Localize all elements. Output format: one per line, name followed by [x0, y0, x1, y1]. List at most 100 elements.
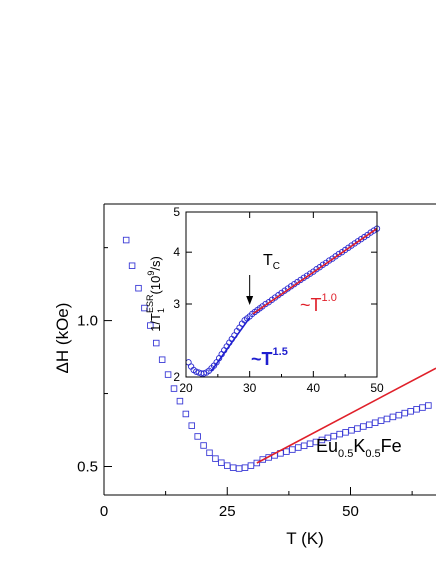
- main-data-point: [200, 442, 207, 449]
- inset-plot: 20 30 40 50 2 3 4 5 1/T1ESR(109/s) TC ~T1.0 ~T…: [145, 205, 384, 395]
- inset-x-ticks: 20 30 40 50: [179, 212, 384, 395]
- main-data-point: [182, 410, 190, 418]
- main-data-point: [218, 459, 225, 466]
- blue-power-law-base: ~T: [251, 349, 273, 369]
- main-data-point: [306, 440, 314, 447]
- sample-label-eu: Eu: [316, 436, 338, 456]
- sample-label-sub2: 0.5: [365, 448, 380, 460]
- main-data-markers: [122, 236, 432, 472]
- tc-label-sub: C: [273, 261, 280, 272]
- y-axis-label: ΔH (kOe): [53, 303, 72, 374]
- inset-data-point: [357, 236, 365, 243]
- main-data-point: [289, 446, 296, 453]
- inset-ylabel-sup: ESR: [145, 294, 155, 313]
- main-x-tick-label: 25: [219, 503, 236, 520]
- main-data-point: [135, 284, 142, 292]
- inset-ylabel-sub: 1: [156, 308, 166, 313]
- inset-y-tick-label: 3: [173, 297, 180, 311]
- tc-arrow-head: [246, 296, 254, 305]
- inset-ylabel-pre: 1/T: [148, 313, 163, 332]
- inset-y-tick-label: 4: [173, 245, 180, 259]
- main-data-point: [342, 429, 349, 436]
- main-x-tick-label: 0: [100, 503, 108, 520]
- main-x-tick-label: 50: [342, 503, 359, 520]
- main-data-point: [365, 421, 373, 429]
- main-data-point: [294, 444, 302, 451]
- red-power-law-base: ~T: [300, 295, 322, 315]
- main-data-point: [176, 397, 184, 405]
- inset-data-point: [348, 242, 355, 249]
- main-data-point: [348, 427, 355, 434]
- main-data-point: [407, 408, 414, 415]
- blue-power-law-exp: 1.5: [273, 346, 288, 358]
- inset-y-ticks: 2 3 4 5: [173, 205, 377, 384]
- inset-data-point: [335, 250, 342, 258]
- tc-arrow: [246, 275, 254, 305]
- inset-y-tick-label: 5: [173, 205, 180, 219]
- main-data-point: [235, 465, 243, 472]
- main-data-point: [419, 404, 426, 411]
- main-data-point: [395, 411, 403, 419]
- inset-fit-red-line: [252, 227, 378, 315]
- main-y-ticks: 0.5 1.0: [77, 247, 112, 476]
- blue-power-law-label: ~T1.5: [251, 346, 288, 369]
- main-data-point: [206, 449, 213, 457]
- main-data-point: [170, 385, 178, 392]
- inset-x-tick-label: 20: [179, 381, 193, 395]
- main-y-tick-label: 0.5: [77, 459, 98, 476]
- inset-y-tick-label: 2: [173, 370, 180, 384]
- tc-label-t: T: [263, 252, 273, 269]
- sample-label: Eu0.5K0.5Fe: [316, 436, 402, 460]
- main-data-point: [122, 236, 130, 244]
- main-fit-line: [256, 367, 436, 464]
- inset-y-axis-label: 1/T1ESR(109/s): [145, 256, 166, 332]
- main-data-point: [425, 402, 432, 409]
- inset-data-point: [351, 240, 358, 247]
- inset-fit-blue-line: [210, 317, 251, 372]
- inset-x-tick-label: 40: [307, 381, 321, 395]
- red-power-law-label: ~T1.0: [300, 292, 337, 315]
- main-data-point: [253, 459, 261, 467]
- inset-x-tick-label: 30: [243, 381, 257, 395]
- inset-data-point: [345, 244, 352, 251]
- sample-label-fe: Fe: [381, 436, 402, 456]
- inset-ylabel-post: (10: [148, 276, 163, 295]
- inset-ylabel-pow: 9: [146, 271, 156, 276]
- main-data-point: [389, 413, 397, 421]
- main-data-point: [377, 417, 385, 424]
- main-data-point: [147, 322, 154, 329]
- main-data-point: [212, 455, 219, 462]
- main-data-point: [283, 448, 290, 455]
- sample-label-sub1: 0.5: [338, 448, 353, 460]
- inset-data-point: [342, 246, 349, 254]
- main-x-ticks: 0255075: [100, 487, 413, 520]
- main-data-point: [158, 356, 166, 363]
- main-data-point: [241, 464, 249, 471]
- main-plot: 0255075 0.51.0 T (K) ΔH (kOe) Eu0.5K0.5F…: [53, 203, 436, 548]
- main-data-point: [223, 462, 231, 469]
- main-data-point: [141, 304, 148, 312]
- main-data-point: [229, 464, 237, 471]
- sample-label-k: K: [353, 436, 365, 456]
- inset-data-point: [367, 229, 374, 236]
- inset-x-tick-label: 50: [370, 381, 384, 395]
- inset-ylabel-end: /s): [148, 256, 163, 270]
- main-data-point: [164, 371, 172, 378]
- main-data-point: [128, 262, 136, 269]
- main-data-point: [194, 433, 201, 440]
- main-data-point: [354, 425, 361, 432]
- main-data-point: [188, 422, 196, 429]
- main-data-point: [371, 419, 379, 426]
- main-data-point: [360, 423, 367, 430]
- main-data-point: [401, 409, 408, 417]
- main-data-point: [300, 442, 308, 450]
- main-data-point: [383, 415, 391, 423]
- main-data-point: [153, 339, 160, 347]
- main-y-tick-label: 1.0: [77, 313, 98, 330]
- main-data-point: [413, 406, 420, 413]
- inset-data-point: [354, 238, 362, 245]
- inset-data-point: [306, 270, 314, 277]
- main-data-point: [247, 462, 255, 469]
- inset-data-point: [361, 233, 368, 241]
